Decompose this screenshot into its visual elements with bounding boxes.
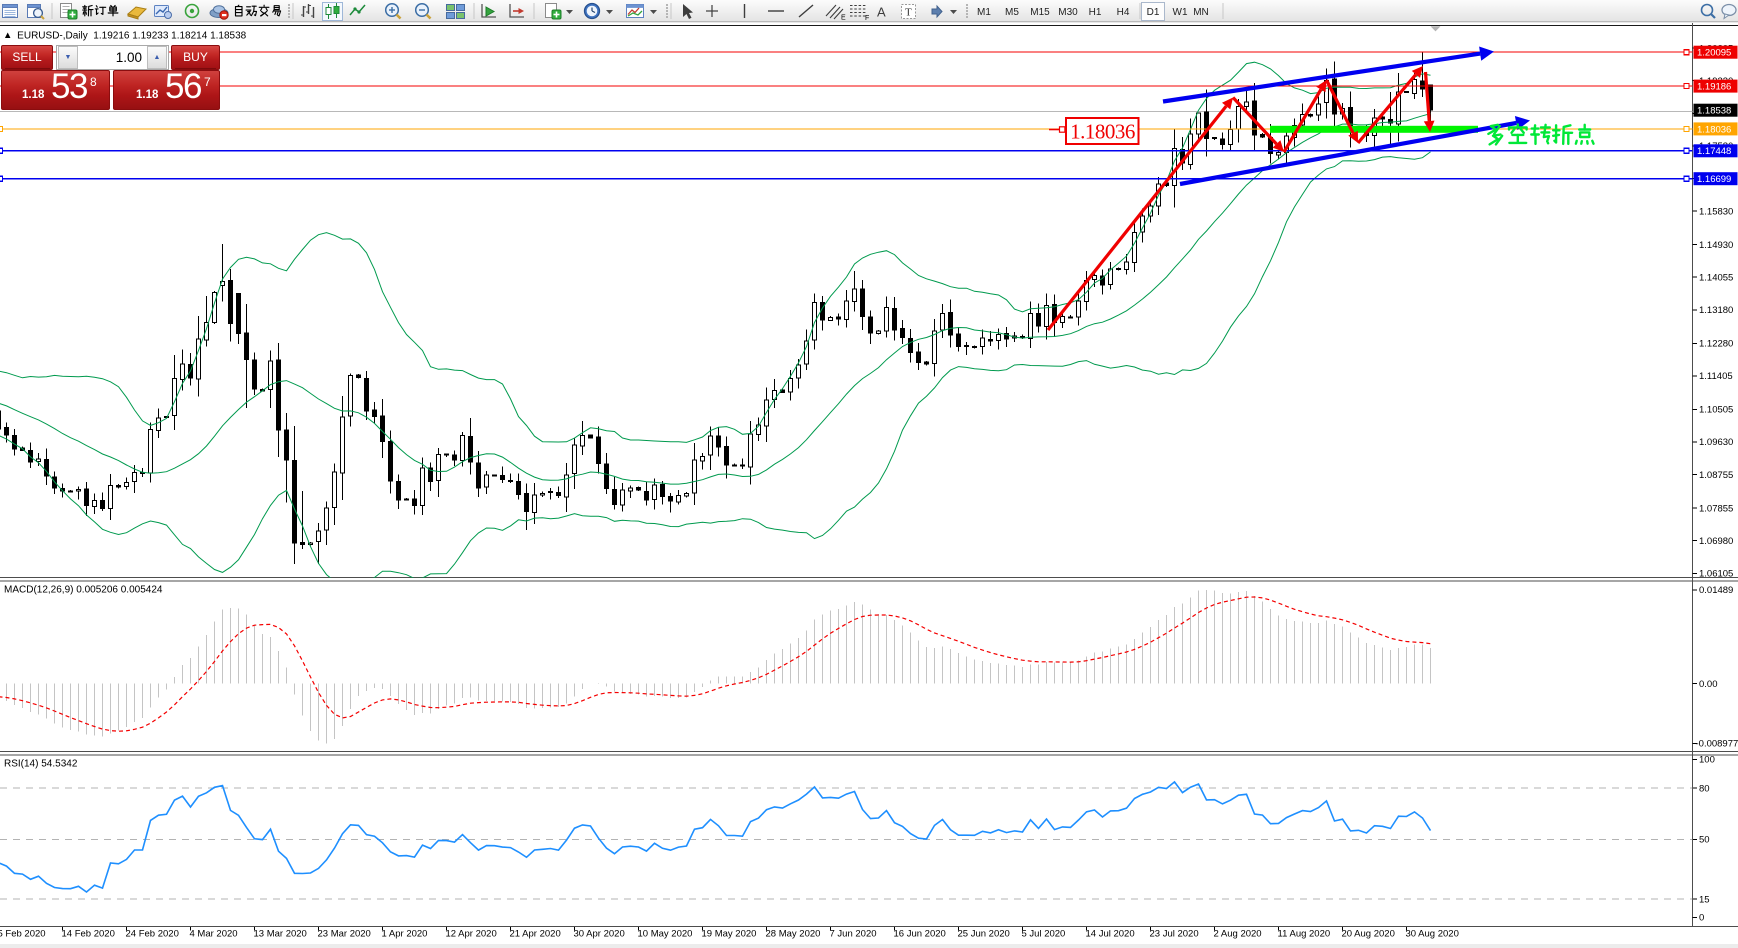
- svg-text:14 Jul 2020: 14 Jul 2020: [1086, 929, 1135, 940]
- svg-text:19 May 2020: 19 May 2020: [702, 929, 757, 940]
- svg-text:14 Feb 2020: 14 Feb 2020: [62, 929, 115, 940]
- svg-text:21 Apr 2020: 21 Apr 2020: [510, 929, 561, 940]
- svg-text:-0.008977: -0.008977: [1696, 739, 1738, 750]
- svg-text:16 Jun 2020: 16 Jun 2020: [894, 929, 946, 940]
- svg-text:7 Jun 2020: 7 Jun 2020: [830, 929, 877, 940]
- svg-text:1.16699: 1.16699: [1697, 174, 1731, 185]
- svg-text:RSI(14) 54.5342: RSI(14) 54.5342: [4, 759, 78, 770]
- svg-text:1.17448: 1.17448: [1697, 146, 1731, 157]
- svg-text:H4: H4: [1117, 7, 1130, 18]
- svg-text:50: 50: [1699, 835, 1710, 846]
- svg-text:1 Apr 2020: 1 Apr 2020: [382, 929, 428, 940]
- svg-text:A: A: [877, 5, 886, 20]
- svg-text:1.12280: 1.12280: [1699, 339, 1733, 350]
- svg-text:1.11405: 1.11405: [1699, 371, 1733, 382]
- svg-text:28 May 2020: 28 May 2020: [766, 929, 821, 940]
- svg-text:1.10505: 1.10505: [1699, 405, 1733, 416]
- svg-text:1.06105: 1.06105: [1699, 569, 1733, 580]
- svg-text:M5: M5: [1005, 7, 1019, 18]
- svg-text:100: 100: [1699, 755, 1715, 766]
- svg-text:M30: M30: [1058, 7, 1078, 18]
- svg-text:4 Mar 2020: 4 Mar 2020: [190, 929, 238, 940]
- svg-text:1.18538: 1.18538: [1697, 106, 1731, 117]
- svg-text:5 Jul 2020: 5 Jul 2020: [1022, 929, 1066, 940]
- svg-text:1.06980: 1.06980: [1699, 536, 1733, 547]
- svg-text:F: F: [865, 15, 869, 22]
- svg-text:30 Apr 2020: 30 Apr 2020: [574, 929, 625, 940]
- svg-text:1.20095: 1.20095: [1697, 48, 1731, 59]
- svg-text:23 Jul 2020: 23 Jul 2020: [1150, 929, 1199, 940]
- svg-text:1.14930: 1.14930: [1699, 240, 1733, 251]
- svg-text:1.18036: 1.18036: [1697, 124, 1731, 135]
- svg-text:23 Mar 2020: 23 Mar 2020: [318, 929, 371, 940]
- svg-text:1.15830: 1.15830: [1699, 206, 1733, 217]
- svg-text:12 Apr 2020: 12 Apr 2020: [446, 929, 497, 940]
- svg-text:1.09630: 1.09630: [1699, 437, 1733, 448]
- svg-text:T: T: [905, 7, 912, 19]
- svg-text:2 Aug 2020: 2 Aug 2020: [1214, 929, 1262, 940]
- svg-text:1.18036: 1.18036: [1070, 120, 1135, 144]
- svg-text:30 Aug 2020: 30 Aug 2020: [1406, 929, 1459, 940]
- svg-text:MACD(12,26,9) 0.005206 0.00542: MACD(12,26,9) 0.005206 0.005424: [4, 585, 163, 596]
- svg-text:0: 0: [1699, 913, 1704, 924]
- svg-text:1.08755: 1.08755: [1699, 470, 1733, 481]
- svg-text:W1: W1: [1173, 7, 1188, 18]
- svg-text:10 May 2020: 10 May 2020: [638, 929, 693, 940]
- svg-text:20 Aug 2020: 20 Aug 2020: [1342, 929, 1395, 940]
- svg-text:E: E: [841, 15, 846, 22]
- svg-text:M15: M15: [1030, 7, 1050, 18]
- svg-text:1.13180: 1.13180: [1699, 305, 1733, 316]
- svg-text:11 Aug 2020: 11 Aug 2020: [1278, 929, 1331, 940]
- svg-text:13 Mar 2020: 13 Mar 2020: [254, 929, 307, 940]
- svg-text:25 Jun 2020: 25 Jun 2020: [958, 929, 1010, 940]
- svg-text:1.14055: 1.14055: [1699, 272, 1733, 283]
- svg-text:0.01489: 0.01489: [1699, 585, 1733, 596]
- svg-text:24 Feb 2020: 24 Feb 2020: [126, 929, 179, 940]
- svg-text:80: 80: [1699, 783, 1710, 794]
- svg-text:0.00: 0.00: [1699, 679, 1718, 690]
- svg-text:5 Feb 2020: 5 Feb 2020: [0, 929, 46, 940]
- svg-text:M1: M1: [977, 7, 991, 18]
- svg-text:1.07855: 1.07855: [1699, 503, 1733, 514]
- svg-text:D1: D1: [1147, 7, 1160, 18]
- svg-text:15: 15: [1699, 894, 1710, 905]
- svg-text:MN: MN: [1193, 7, 1209, 18]
- svg-text:H1: H1: [1089, 7, 1102, 18]
- svg-text:1.19186: 1.19186: [1697, 82, 1731, 93]
